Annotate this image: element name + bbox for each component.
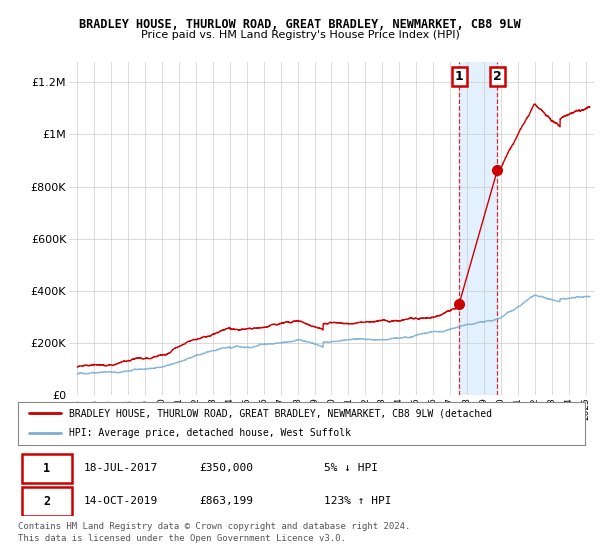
Text: 2: 2 (43, 494, 50, 507)
Text: 123% ↑ HPI: 123% ↑ HPI (324, 496, 392, 506)
Text: 1: 1 (43, 461, 50, 474)
Text: 18-JUL-2017: 18-JUL-2017 (83, 463, 157, 473)
Text: 1: 1 (455, 70, 464, 83)
Text: BRADLEY HOUSE, THURLOW ROAD, GREAT BRADLEY, NEWMARKET, CB8 9LW (detached: BRADLEY HOUSE, THURLOW ROAD, GREAT BRADL… (69, 408, 492, 418)
Bar (459, 62, 497, 395)
Text: £863,199: £863,199 (199, 496, 253, 506)
Text: BRADLEY HOUSE, THURLOW ROAD, GREAT BRADLEY, NEWMARKET, CB8 9LW: BRADLEY HOUSE, THURLOW ROAD, GREAT BRADL… (79, 18, 521, 31)
Text: 5% ↓ HPI: 5% ↓ HPI (324, 463, 378, 473)
Text: 2: 2 (493, 70, 502, 83)
Text: £350,000: £350,000 (199, 463, 253, 473)
Text: Price paid vs. HM Land Registry's House Price Index (HPI): Price paid vs. HM Land Registry's House … (140, 30, 460, 40)
Text: 14-OCT-2019: 14-OCT-2019 (83, 496, 157, 506)
Text: Contains HM Land Registry data © Crown copyright and database right 2024.
This d: Contains HM Land Registry data © Crown c… (18, 522, 410, 543)
FancyBboxPatch shape (22, 487, 72, 516)
Text: HPI: Average price, detached house, West Suffolk: HPI: Average price, detached house, West… (69, 428, 351, 438)
FancyBboxPatch shape (22, 454, 72, 483)
